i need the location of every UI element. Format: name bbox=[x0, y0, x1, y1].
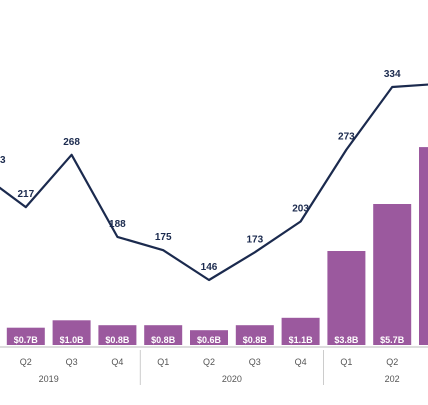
line-label-5: 146 bbox=[201, 262, 218, 273]
bar-1 bbox=[6, 327, 45, 345]
bar-3 bbox=[98, 325, 137, 345]
line-label-0: 3 bbox=[0, 155, 6, 166]
line-label-9: 334 bbox=[384, 69, 401, 80]
line-label-2: 268 bbox=[63, 137, 80, 148]
bar-label-4: $0.8B bbox=[151, 335, 176, 345]
bar-4 bbox=[144, 325, 183, 345]
bar-5 bbox=[190, 330, 228, 345]
line-label-1: 217 bbox=[17, 189, 34, 200]
line-label-6: 173 bbox=[246, 234, 263, 245]
bar-label-7: $1.1B bbox=[289, 335, 314, 345]
x-tick-label-1: Q2 bbox=[20, 357, 32, 367]
line-label-4: 175 bbox=[155, 232, 172, 243]
bar-2 bbox=[52, 320, 91, 345]
bar-label-9: $5.7B bbox=[380, 335, 405, 345]
line-label-8: 273 bbox=[338, 132, 355, 143]
bar-label-5: $0.6B bbox=[197, 335, 222, 345]
year-label-1: 2020 bbox=[222, 374, 242, 384]
x-tick-label-7: Q4 bbox=[295, 357, 307, 367]
bar-9 bbox=[373, 204, 412, 345]
bar-10 bbox=[419, 147, 428, 345]
x-tick-label-2: Q3 bbox=[66, 357, 78, 367]
line-label-7: 203 bbox=[292, 204, 309, 215]
line-label-3: 188 bbox=[109, 219, 126, 230]
bar-8 bbox=[327, 251, 366, 345]
x-tick-label-9: Q2 bbox=[386, 357, 398, 367]
x-tick-label-6: Q3 bbox=[249, 357, 261, 367]
bar-label-2: $1.0B bbox=[60, 335, 85, 345]
year-label-2: 202 bbox=[385, 374, 400, 384]
bar-7 bbox=[281, 317, 320, 345]
line-series bbox=[0, 83, 428, 282]
bar-6 bbox=[235, 325, 274, 345]
bar-label-6: $0.8B bbox=[243, 335, 268, 345]
bar-label-3: $0.8B bbox=[105, 335, 130, 345]
year-label-0: 2019 bbox=[39, 374, 59, 384]
x-tick-label-4: Q1 bbox=[157, 357, 169, 367]
x-tick-label-3: Q4 bbox=[111, 357, 123, 367]
x-tick-label-5: Q2 bbox=[203, 357, 215, 367]
bar-label-1: $0.7B bbox=[14, 335, 39, 345]
x-tick-label-8: Q1 bbox=[340, 357, 352, 367]
bar-label-8: $3.8B bbox=[334, 335, 359, 345]
